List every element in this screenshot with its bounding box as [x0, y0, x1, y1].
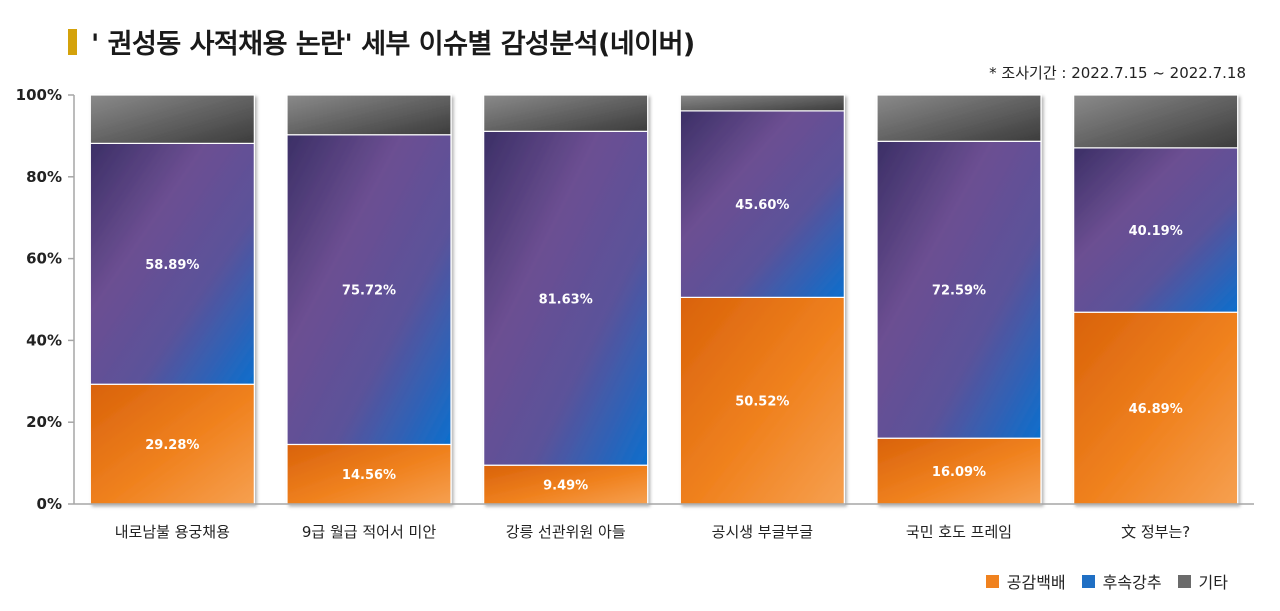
bar-group: [1073, 94, 1239, 505]
category-label: 文 정부는?: [1121, 523, 1190, 541]
data-label: 16.09%: [932, 465, 986, 480]
bar-group: [679, 94, 845, 505]
bar-segment-followup: [679, 110, 845, 298]
category-label: 강릉 선관위원 아들: [506, 523, 626, 541]
legend-label-followup: 후속강추: [1102, 573, 1162, 592]
y-tick-label: 60%: [26, 250, 62, 268]
title-marker: [68, 28, 77, 55]
data-label: 40.19%: [1129, 224, 1183, 239]
bar-segment-followup: [483, 130, 649, 466]
legend-item-empathy: 공감백배: [985, 569, 1066, 593]
data-label: 9.49%: [543, 479, 588, 494]
data-label: 58.89%: [145, 258, 199, 273]
data-label: 14.56%: [342, 468, 396, 483]
chart-title: ' 권성동 사적채용 논란' 세부 이슈별 감성분석(네이버): [91, 29, 695, 60]
legend-item-other: 기타: [1177, 569, 1228, 593]
bar-segment-other: [89, 94, 255, 144]
y-tick-label: 0%: [37, 495, 62, 513]
legend: 공감백배 후속강추 기타: [970, 569, 1228, 593]
bar-group: [876, 94, 1042, 505]
bar-segment-followup: [89, 142, 255, 385]
data-label: 75.72%: [342, 284, 396, 299]
legend-swatch-followup: [1081, 574, 1095, 588]
bar-segment-other: [286, 94, 452, 136]
y-tick-label: 40%: [26, 331, 62, 349]
category-label: 공시생 부글부글: [712, 523, 814, 541]
data-label: 50.52%: [735, 395, 789, 410]
bar-group: [483, 94, 649, 505]
bar-segment-followup: [1073, 147, 1239, 313]
legend-swatch-empathy: [985, 574, 999, 588]
bar-segment-other: [876, 94, 1042, 142]
legend-label-other: 기타: [1198, 573, 1228, 592]
category-label: 내로남불 용궁채용: [115, 523, 230, 541]
category-label: 국민 호도 프레임: [906, 523, 1012, 541]
bar-segment-empathy: [679, 296, 845, 505]
bar-segment-empathy: [876, 437, 1042, 505]
bar-group: [89, 94, 255, 505]
bar-segment-other: [1073, 94, 1239, 149]
y-tick-label: 100%: [16, 86, 62, 104]
bar-segment-empathy: [1073, 311, 1239, 505]
bar-segment-other: [679, 94, 845, 112]
y-tick-label: 80%: [26, 168, 62, 186]
legend-swatch-other: [1177, 574, 1191, 588]
data-label: 81.63%: [539, 292, 593, 307]
data-label: 29.28%: [145, 438, 199, 453]
survey-period: * 조사기간 : 2022.7.15 ~ 2022.7.18: [989, 64, 1246, 82]
bar-group: [286, 94, 452, 505]
category-label: 9급 월급 적어서 미안: [302, 523, 436, 541]
data-label: 46.89%: [1129, 402, 1183, 417]
bar-segment-other: [483, 94, 649, 132]
title-block: ' 권성동 사적채용 논란' 세부 이슈별 감성분석(네이버): [68, 22, 695, 61]
data-label: 45.60%: [735, 198, 789, 213]
bar-segment-followup: [876, 140, 1042, 439]
bar-segment-empathy: [89, 383, 255, 505]
y-tick-label: 20%: [26, 413, 62, 431]
legend-item-followup: 후속강추: [1081, 569, 1162, 593]
legend-label-empathy: 공감백배: [1006, 573, 1066, 592]
bar-segment-followup: [286, 134, 452, 446]
data-label: 72.59%: [932, 284, 986, 299]
